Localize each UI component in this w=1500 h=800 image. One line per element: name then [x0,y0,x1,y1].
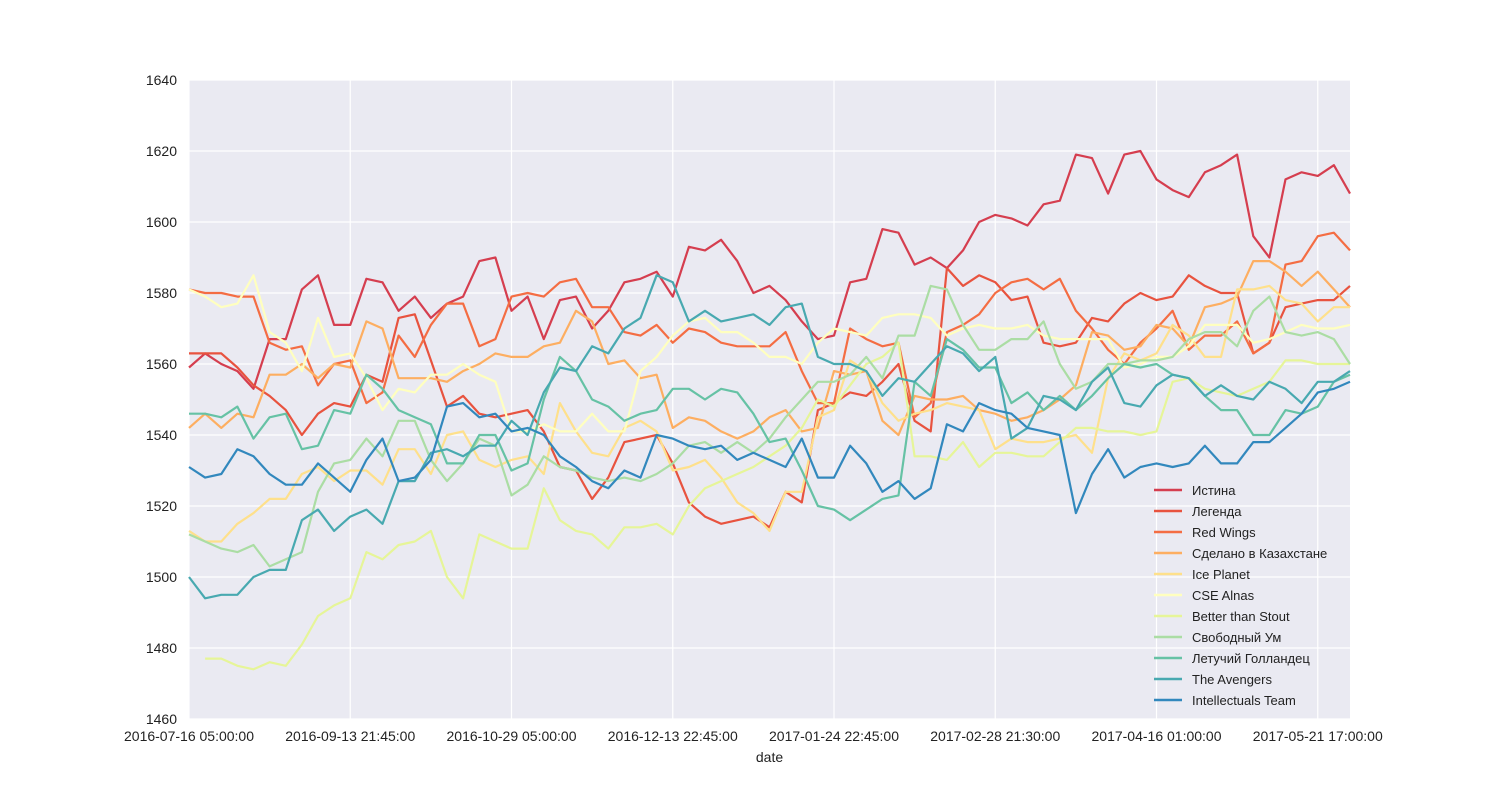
x-tick-label: 2016-07-16 05:00:00 [124,728,254,744]
y-tick-label: 1580 [146,285,177,301]
y-tick-label: 1520 [146,498,177,514]
legend-label: The Avengers [1192,672,1272,687]
x-tick-label: 2017-05-21 17:00:00 [1253,728,1383,744]
x-axis-label: date [756,749,783,765]
y-tick-label: 1500 [146,569,177,585]
series-line [189,267,1351,529]
series-line [188,284,1350,543]
series-line [188,274,1351,600]
x-tick-label: 2017-04-16 01:00:00 [1092,728,1222,744]
grid-lines [188,79,1350,720]
legend-label: Легенда [1192,504,1242,519]
legend: Истина Легенда Red Wings Сделано в Казахста… [1154,483,1327,708]
legend-label: Истина [1192,483,1236,498]
series-line [188,274,1351,433]
x-tick-label: 2016-10-29 05:00:00 [447,728,577,744]
y-tick-label: 1640 [146,72,177,88]
y-tick-label: 1480 [146,640,177,656]
y-tick-label: 1560 [146,356,177,372]
x-tick-label: 2016-09-13 21:45:00 [285,728,415,744]
x-tick-label: 2017-01-24 22:45:00 [769,728,899,744]
legend-label: Ice Planet [1192,567,1250,582]
y-tick-label: 1620 [146,143,177,159]
legend-label: Свободный Ум [1192,630,1281,645]
series-line [205,341,1350,671]
series-line [188,231,1351,419]
legend-label: Red Wings [1192,525,1256,540]
x-tick-labels: 2016-07-16 05:00:00 2016-09-13 21:45:00 20… [124,728,1383,744]
series-line [189,338,1351,522]
legend-label: Better than Stout [1192,609,1290,624]
legend-label: CSE Alnas [1192,588,1255,603]
y-tick-label: 1540 [146,427,177,443]
y-tick-label: 1460 [146,711,177,727]
series-line [188,149,1351,390]
series-line [188,380,1351,515]
y-tick-label: 1600 [146,214,177,230]
x-tick-label: 2016-12-13 22:45:00 [608,728,738,744]
series-lines [188,149,1351,671]
x-tick-label: 2017-02-28 21:30:00 [930,728,1060,744]
plot-area [189,80,1350,719]
y-tick-labels: 1460 1480 1500 1520 1540 1560 1580 1600 1620 1640 [146,72,177,727]
legend-label: Intellectuals Team [1192,693,1296,708]
series-line [188,260,1351,440]
series-line [188,284,1351,568]
legend-label: Летучий Голландец [1192,651,1310,666]
legend-label: Сделано в Казахстане [1192,546,1327,561]
